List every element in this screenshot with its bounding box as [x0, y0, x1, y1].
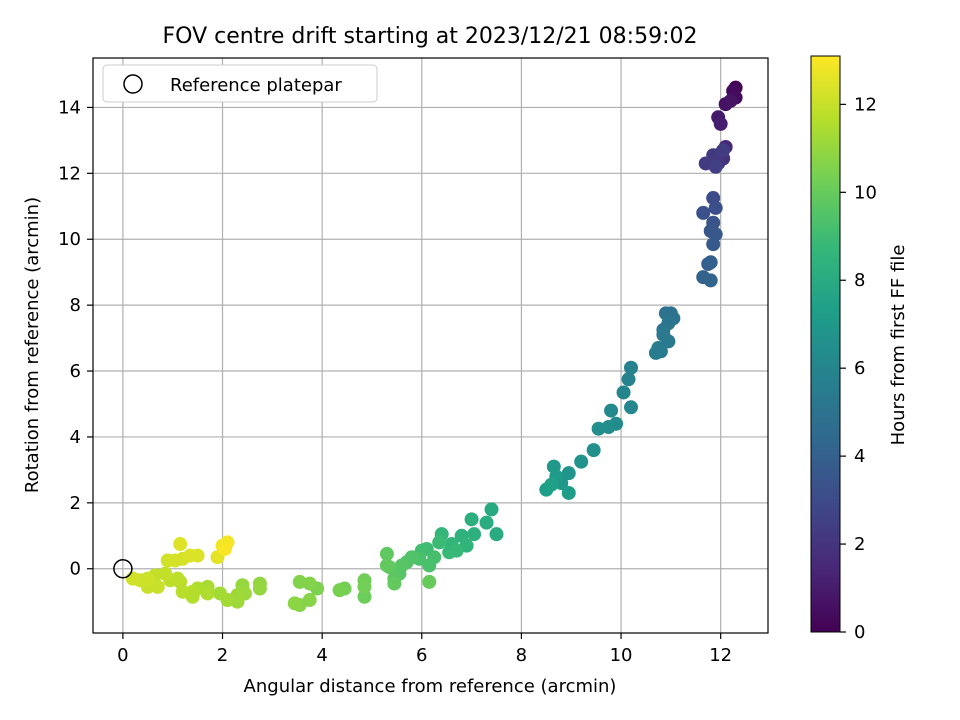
y-axis-label: Rotation from reference (arcmin) — [22, 197, 43, 493]
data-point — [150, 579, 165, 594]
grid — [93, 58, 768, 633]
y-tick-label: 12 — [58, 163, 81, 184]
data-point — [442, 545, 457, 560]
legend-box — [102, 64, 378, 103]
colorbar-tick-label: 10 — [854, 182, 877, 203]
data-point — [332, 583, 347, 598]
data-point — [651, 340, 666, 355]
data-point — [484, 502, 499, 517]
y-tick-label: 14 — [58, 97, 81, 118]
data-point — [706, 237, 721, 252]
data-point — [624, 400, 639, 415]
data-point — [696, 205, 711, 220]
data-point — [467, 527, 482, 542]
data-point — [422, 574, 437, 589]
data-point — [379, 558, 394, 573]
x-tick-label: 10 — [610, 645, 633, 666]
y-tick-label: 2 — [70, 493, 81, 514]
colorbar-tick-label: 2 — [854, 534, 865, 555]
data-point — [479, 515, 494, 530]
data-point — [213, 586, 228, 601]
y-tick-label: 8 — [70, 295, 81, 316]
data-point — [379, 546, 394, 561]
y-tick-label: 6 — [70, 361, 81, 382]
x-axis-ticks: 0 2 4 6 8 10 12 — [117, 633, 732, 666]
legend-entry-reference: Reference platepar — [170, 75, 342, 96]
y-axis-ticks: 0 2 4 6 8 10 12 14 — [58, 97, 93, 580]
y-tick-label: 10 — [58, 229, 81, 250]
data-point — [723, 93, 738, 108]
x-tick-label: 0 — [117, 645, 128, 666]
x-tick-label: 8 — [516, 645, 527, 666]
legend: Reference platepar — [102, 64, 378, 103]
x-tick-label: 4 — [316, 645, 327, 666]
data-point — [489, 527, 504, 542]
data-point — [716, 143, 731, 158]
data-point — [218, 541, 233, 556]
colorbar — [810, 55, 841, 633]
data-point — [703, 255, 718, 270]
scatter-points — [125, 80, 743, 612]
data-point — [586, 443, 601, 458]
data-point — [190, 548, 205, 563]
data-point — [464, 512, 479, 527]
y-tick-label: 4 — [70, 427, 81, 448]
data-point — [621, 372, 636, 387]
data-point — [357, 589, 372, 604]
reference-marker — [113, 558, 133, 579]
colorbar-tick-label: 12 — [854, 94, 877, 115]
data-point — [287, 596, 302, 611]
x-tick-label: 6 — [416, 645, 427, 666]
data-point — [604, 403, 619, 418]
data-point — [661, 334, 676, 349]
data-point — [125, 571, 140, 586]
colorbar-tick-label: 6 — [854, 358, 865, 379]
colorbar-tick-label: 4 — [854, 446, 865, 467]
plot-frame — [92, 57, 769, 634]
data-point — [561, 485, 576, 500]
data-point — [422, 558, 437, 573]
data-point — [713, 116, 728, 131]
data-point — [708, 200, 723, 215]
data-point — [624, 360, 639, 375]
data-point — [616, 385, 631, 400]
x-tick-label: 2 — [217, 645, 228, 666]
chart-title: FOV centre drift starting at 2023/12/21 … — [163, 24, 698, 49]
data-point — [252, 581, 267, 596]
x-axis-label: Angular distance from reference (arcmin) — [244, 676, 617, 697]
colorbar-tick-label: 0 — [854, 622, 865, 643]
colorbar-label: Hours from first FF file — [888, 245, 909, 446]
data-point — [544, 477, 559, 492]
data-point — [357, 579, 372, 594]
legend-reference-icon — [123, 74, 143, 94]
data-point — [591, 421, 606, 436]
data-point — [387, 576, 402, 591]
data-point — [574, 454, 589, 469]
y-tick-label: 0 — [70, 559, 81, 580]
data-point — [708, 159, 723, 174]
data-point — [292, 574, 307, 589]
x-tick-label: 12 — [709, 645, 732, 666]
data-point — [432, 535, 447, 550]
data-point — [703, 273, 718, 288]
colorbar-ticks: 0 2 4 6 8 10 12 — [840, 94, 877, 643]
data-point — [173, 537, 188, 552]
data-point — [561, 466, 576, 481]
colorbar-tick-label: 8 — [854, 270, 865, 291]
